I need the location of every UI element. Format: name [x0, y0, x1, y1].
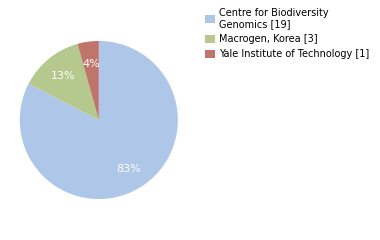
Text: 13%: 13% [51, 71, 75, 81]
Text: 4%: 4% [82, 59, 100, 69]
Wedge shape [20, 41, 178, 199]
Wedge shape [28, 44, 99, 120]
Text: 83%: 83% [116, 164, 141, 174]
Wedge shape [78, 41, 99, 120]
Legend: Centre for Biodiversity
Genomics [19], Macrogen, Korea [3], Yale Institute of Te: Centre for Biodiversity Genomics [19], M… [203, 5, 372, 62]
